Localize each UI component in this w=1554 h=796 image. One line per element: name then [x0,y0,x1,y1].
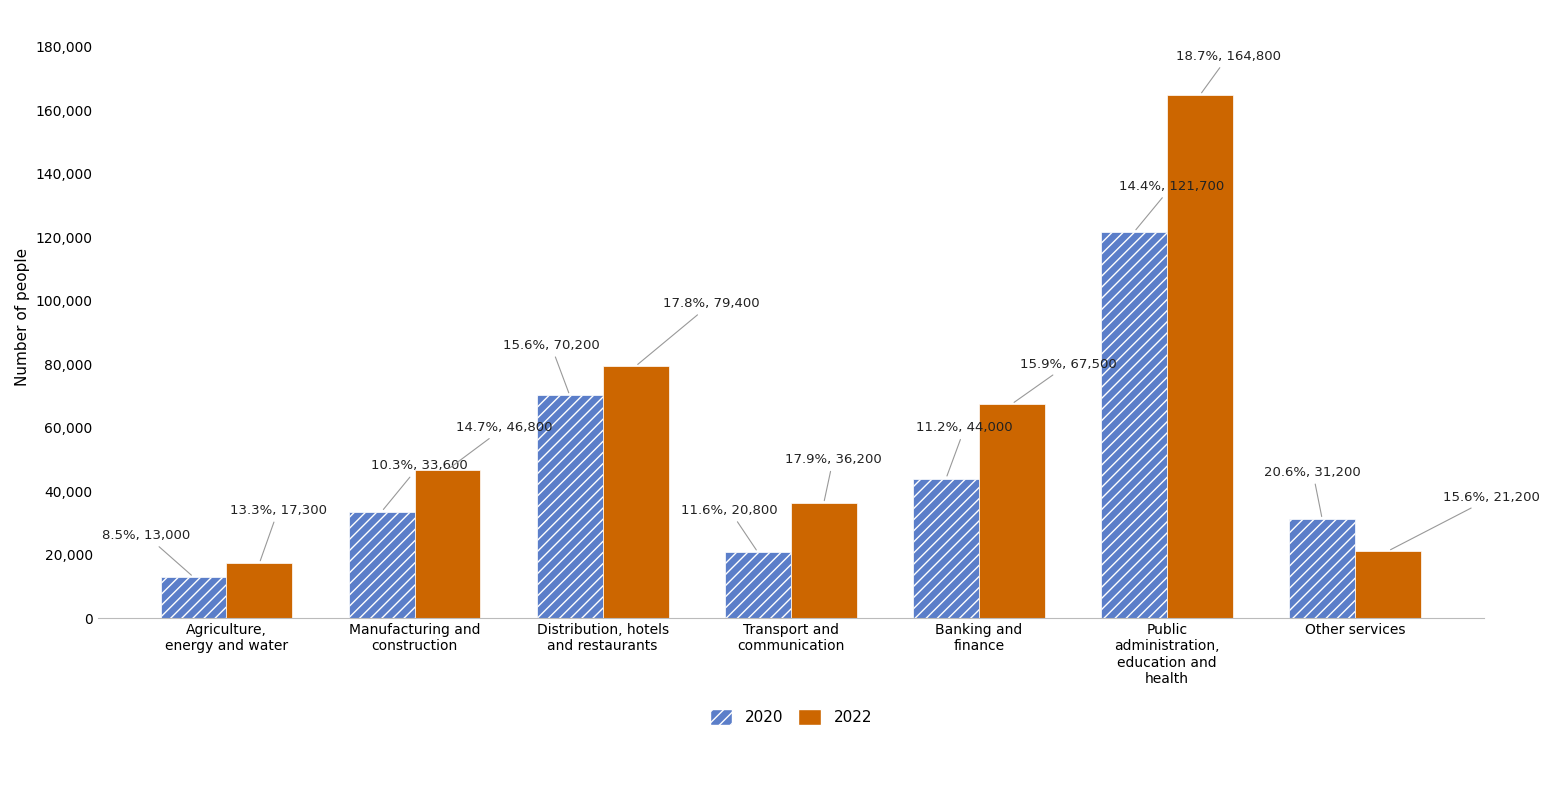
Bar [1290,519,1355,618]
Bar [348,512,415,618]
Text: 18.7%, 164,800: 18.7%, 164,800 [1176,49,1280,93]
Text: 10.3%, 33,600: 10.3%, 33,600 [371,459,468,509]
Bar [1355,551,1420,618]
Text: 14.4%, 121,700: 14.4%, 121,700 [1119,180,1225,230]
Legend: 2020, 2022: 2020, 2022 [704,703,878,732]
Bar [1167,95,1232,618]
Bar [603,366,668,618]
Text: 11.2%, 44,000: 11.2%, 44,000 [917,421,1013,476]
Bar [979,404,1044,618]
Text: 17.9%, 36,200: 17.9%, 36,200 [785,453,881,501]
Text: 20.6%, 31,200: 20.6%, 31,200 [1265,466,1361,517]
Text: 15.9%, 67,500: 15.9%, 67,500 [1015,357,1117,402]
Bar [536,396,603,618]
Text: 15.6%, 70,200: 15.6%, 70,200 [502,338,600,392]
Text: 11.6%, 20,800: 11.6%, 20,800 [681,504,779,550]
Y-axis label: Number of people: Number of people [16,248,30,386]
Text: 8.5%, 13,000: 8.5%, 13,000 [103,529,191,576]
Bar [160,577,227,618]
Bar [724,552,791,618]
Bar [914,478,979,618]
Text: 15.6%, 21,200: 15.6%, 21,200 [1391,491,1540,550]
Bar [227,564,292,618]
Bar [1102,232,1167,618]
Text: 14.7%, 46,800: 14.7%, 46,800 [449,421,552,468]
Bar [791,503,856,618]
Bar [415,470,480,618]
Text: 13.3%, 17,300: 13.3%, 17,300 [230,504,326,560]
Text: 17.8%, 79,400: 17.8%, 79,400 [637,297,760,365]
